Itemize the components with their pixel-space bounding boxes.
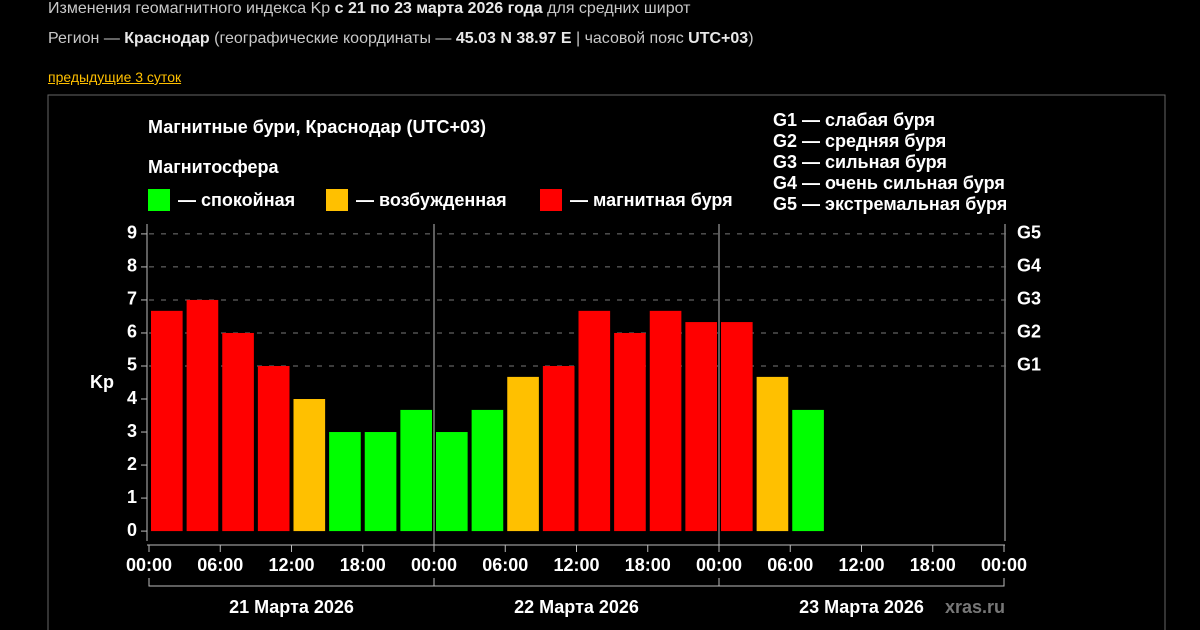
- y-tick-label: 8: [127, 256, 137, 276]
- x-tick-label: 12:00: [268, 555, 314, 575]
- y-tick-label: 7: [127, 289, 137, 309]
- legend-label: — магнитная буря: [570, 190, 733, 210]
- x-tick-label: 00:00: [981, 555, 1027, 575]
- x-tick-label: 06:00: [767, 555, 813, 575]
- storm-scale-item: G5 — экстремальная буря: [773, 194, 1007, 214]
- day-label: 21 Марта 2026: [229, 597, 354, 617]
- day-bracket: [718, 578, 1005, 587]
- bar: [507, 376, 539, 532]
- y-tick-label: 9: [127, 223, 137, 243]
- x-tick-label: 00:00: [696, 555, 742, 575]
- storm-scale-item: G3 — сильная буря: [773, 152, 947, 172]
- storm-scale-item: G2 — средняя буря: [773, 131, 946, 151]
- bar: [436, 432, 468, 532]
- y2-tick-label: G3: [1017, 289, 1041, 309]
- chart-frame: [47, 94, 1166, 630]
- x-tick-label: 18:00: [625, 555, 671, 575]
- text: | часовой пояс: [575, 30, 684, 47]
- legend-swatch: [148, 189, 170, 211]
- bar: [186, 299, 219, 532]
- legend-label: — спокойная: [178, 190, 295, 210]
- x-tick-label: 18:00: [340, 555, 386, 575]
- bar: [685, 322, 717, 532]
- bar: [329, 432, 361, 532]
- y-tick-label: 5: [127, 355, 137, 375]
- y-tick-label: 6: [127, 322, 137, 342]
- bar: [649, 310, 682, 532]
- x-tick-label: 00:00: [411, 555, 457, 575]
- day-label: 22 Марта 2026: [514, 597, 639, 617]
- y-axis-label: Kp: [90, 372, 114, 392]
- y-tick-label: 2: [127, 454, 137, 474]
- chart-title: Магнитные бури, Краснодар (UTC+03): [148, 117, 486, 137]
- bar: [756, 376, 789, 532]
- text: Краснодар: [124, 30, 210, 47]
- text: UTC+03: [688, 30, 749, 47]
- storm-scale-item: G4 — очень сильная буря: [773, 173, 1005, 193]
- storm-scale-item: G1 — слабая буря: [773, 110, 935, 130]
- bar: [364, 432, 397, 532]
- bar: [293, 399, 326, 532]
- y2-tick-label: G4: [1017, 256, 1041, 276]
- text: 45.03 N 38.97 E: [455, 30, 572, 47]
- bar: [471, 409, 504, 532]
- text: с 21 по 23 марта 2026 года: [334, 0, 543, 17]
- x-tick-label: 18:00: [910, 555, 956, 575]
- legend-title: Магнитосфера: [148, 157, 280, 177]
- text: ): [748, 30, 754, 47]
- y-tick-label: 4: [127, 388, 137, 408]
- header-line: Регион — Краснодар (географические коорд…: [48, 30, 754, 48]
- bar: [578, 310, 611, 532]
- bar: [151, 310, 183, 532]
- day-label: 23 Марта 2026: [799, 597, 924, 617]
- legend-label: — возбужденная: [356, 190, 507, 210]
- y-tick-label: 0: [127, 520, 137, 540]
- header-line: Изменения геомагнитного индекса Kp с 21 …: [48, 0, 690, 18]
- day-bracket: [148, 578, 435, 587]
- y-tick-label: 3: [127, 421, 137, 441]
- legend-swatch: [326, 189, 348, 211]
- link[interactable]: предыдущие 3 суток: [48, 69, 182, 85]
- bar: [400, 409, 432, 532]
- bar: [542, 365, 575, 532]
- y2-tick-label: G1: [1017, 355, 1041, 375]
- y2-tick-label: G2: [1017, 322, 1041, 342]
- bar: [222, 332, 254, 532]
- text: Регион —: [48, 30, 120, 47]
- x-tick-label: 12:00: [553, 555, 599, 575]
- text: Изменения геомагнитного индекса Kp: [48, 0, 331, 17]
- x-tick-label: 06:00: [197, 555, 243, 575]
- bar: [614, 332, 646, 532]
- bar: [792, 409, 824, 532]
- watermark: xras.ru: [945, 597, 1005, 617]
- legend-swatch: [540, 189, 562, 211]
- day-bracket: [433, 578, 720, 587]
- text: (географические координаты —: [214, 30, 452, 47]
- text: для средних широт: [547, 0, 691, 17]
- x-tick-label: 06:00: [482, 555, 528, 575]
- y2-tick-label: G5: [1017, 223, 1041, 243]
- x-tick-label: 12:00: [838, 555, 884, 575]
- bar: [257, 365, 290, 532]
- x-tick-label: 00:00: [126, 555, 172, 575]
- y-tick-label: 1: [127, 487, 137, 507]
- bar: [721, 322, 753, 532]
